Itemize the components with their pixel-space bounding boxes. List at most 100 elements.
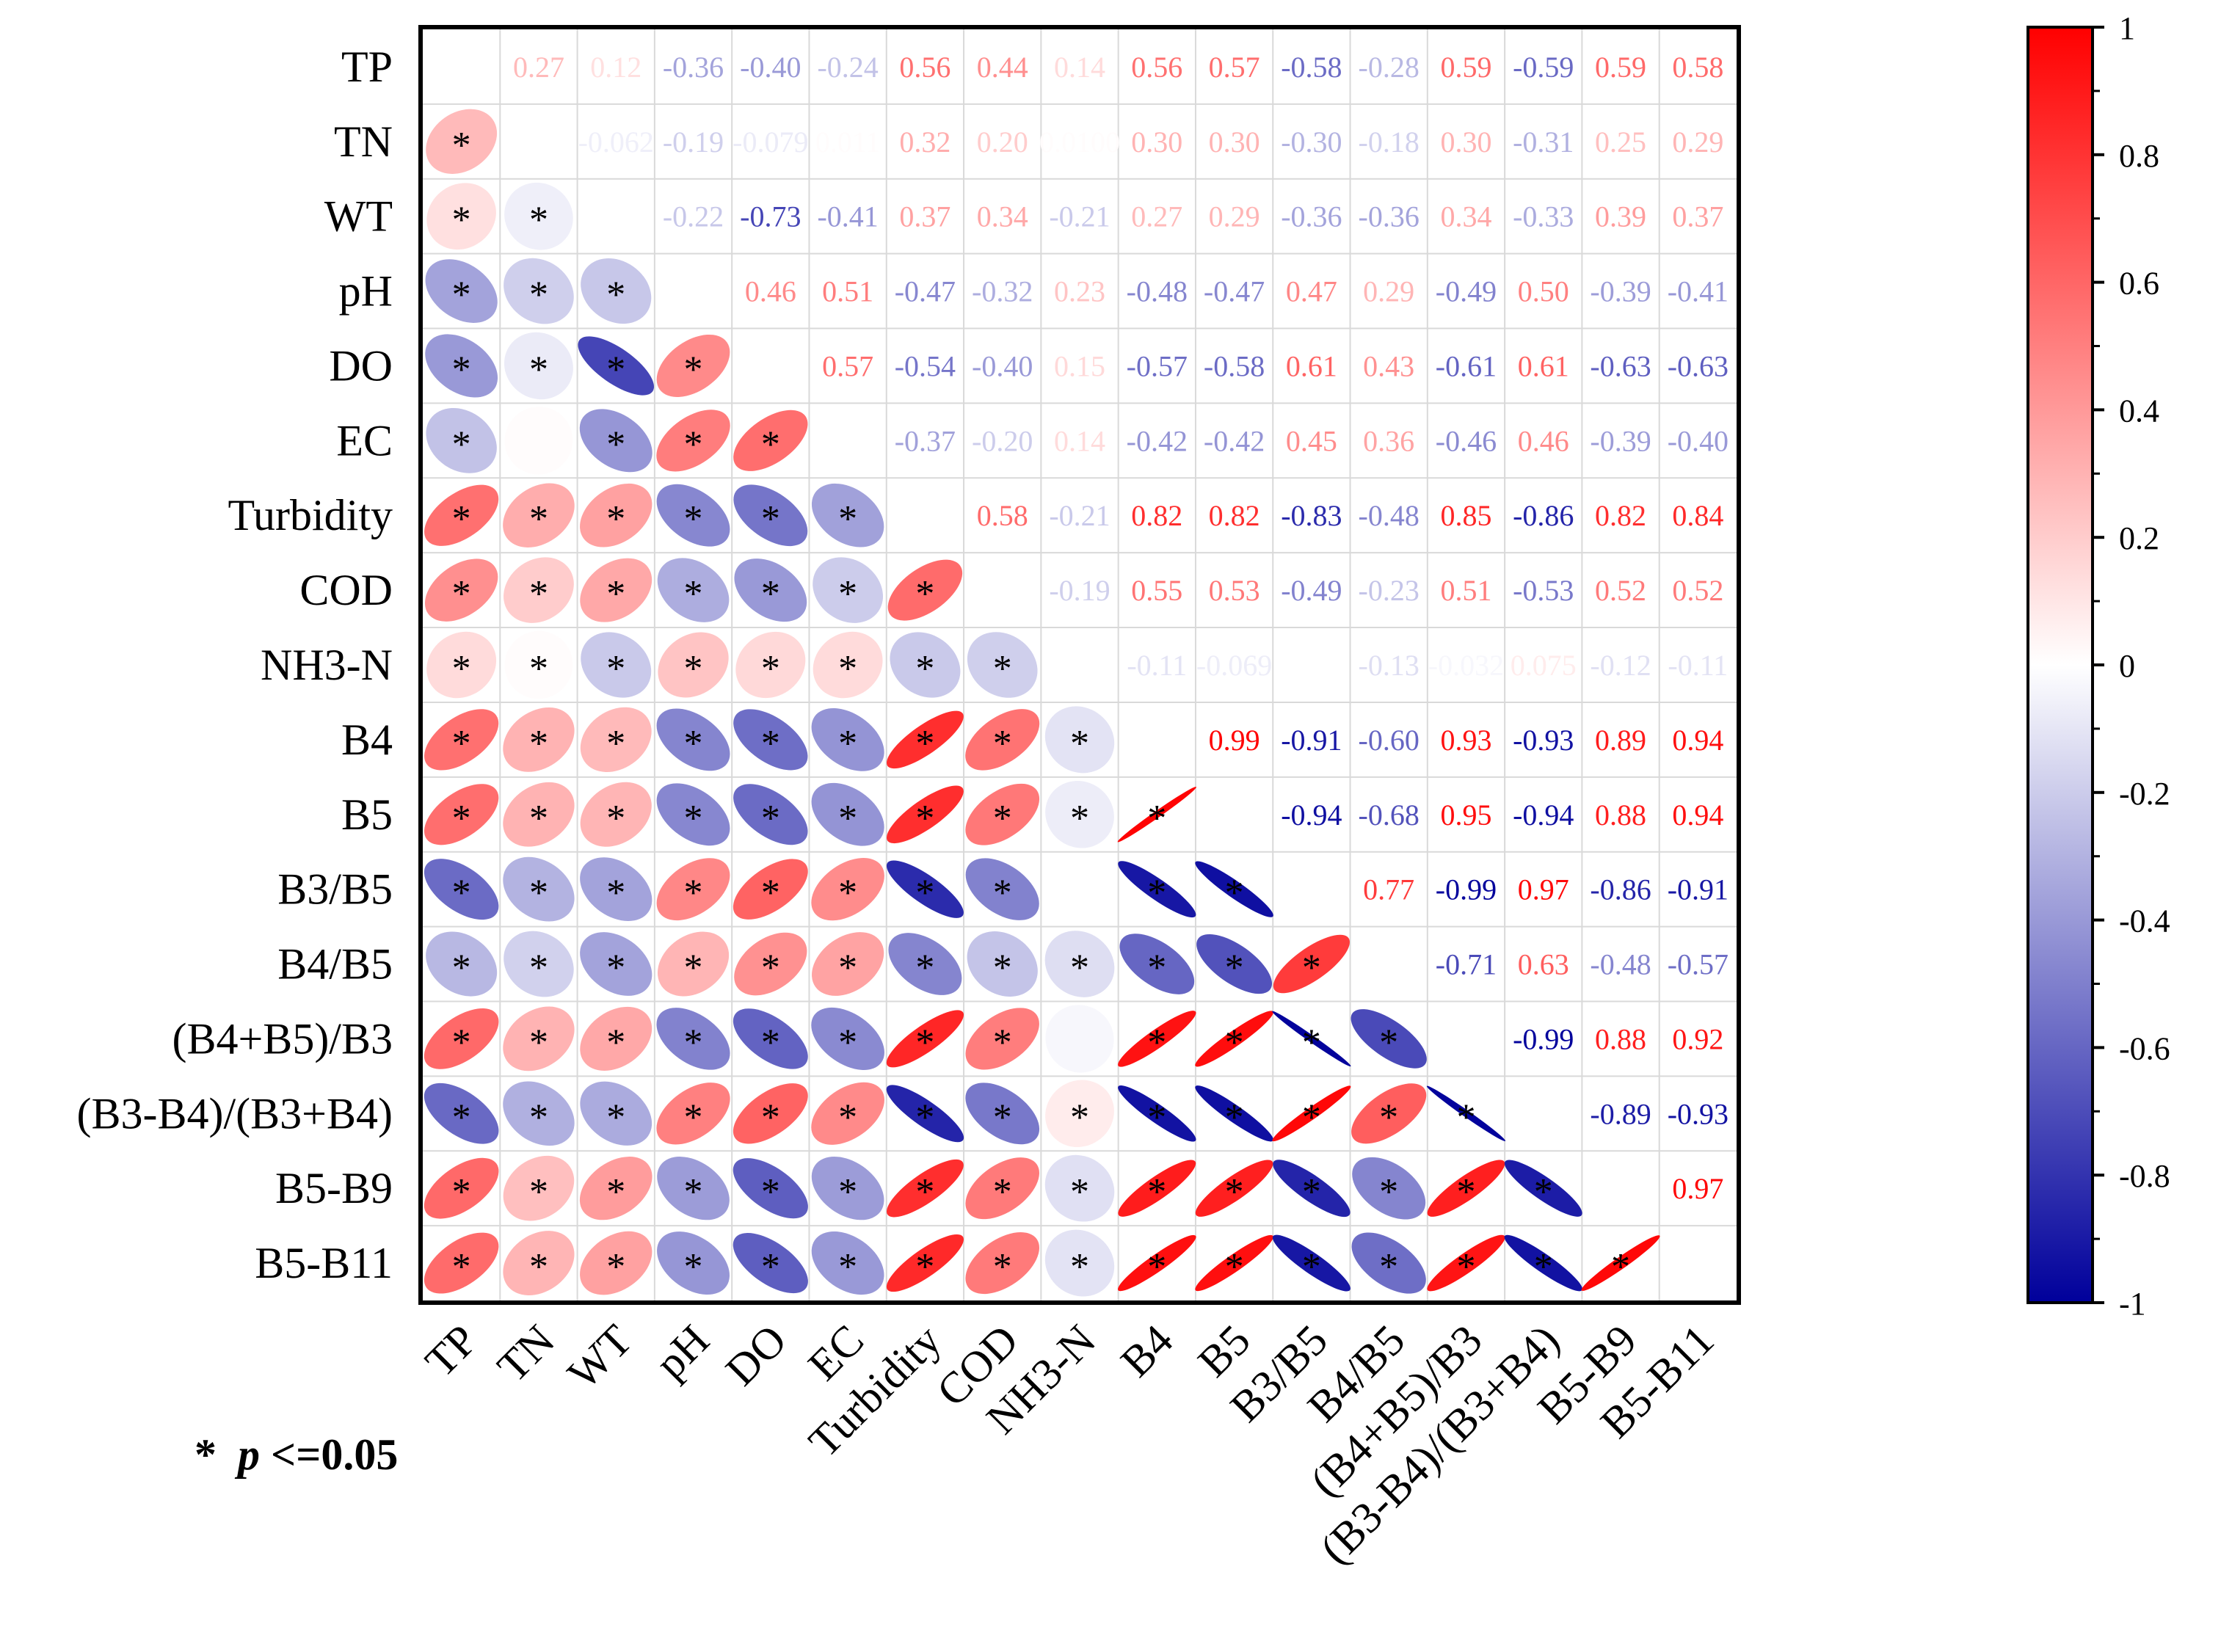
corr-value-COD-(B3-B4)/(B3+B4): -0.53	[1513, 574, 1574, 607]
significance-star: *	[915, 648, 934, 690]
corr-value-TP-B4/B5: -0.28	[1359, 51, 1420, 84]
corr-ellipse-COD-pH	[657, 558, 730, 622]
corr-ellipse-B5-B9-B5	[1195, 1160, 1273, 1217]
column-label: TP	[416, 1316, 487, 1386]
row-label: (B3-B4)/(B3+B4)	[77, 1089, 393, 1138]
corr-value-EC-(B3-B4)/(B3+B4): 0.46	[1518, 424, 1569, 457]
corr-ellipse-B4-WT	[580, 707, 652, 773]
significance-star: *	[1302, 1096, 1321, 1138]
corr-ellipse-EC-WT	[579, 409, 653, 473]
significance-star: *	[529, 1096, 548, 1138]
colorbar-tick-label: -0.4	[2119, 903, 2170, 939]
corr-ellipse-(B4+B5)/B3-Turbidity	[886, 1010, 964, 1068]
corr-ellipse-B5-B9-B4	[1118, 1160, 1196, 1217]
colorbar-tick-label: -1	[2119, 1286, 2146, 1322]
corr-value-pH-B5: -0.47	[1204, 275, 1265, 308]
corr-ellipse-B4-NH3-N	[1044, 706, 1115, 774]
column-label: WT	[559, 1316, 641, 1399]
row-label: B4/B5	[277, 940, 393, 989]
corr-ellipse-(B3-B4)/(B3+B4)-DO	[733, 1083, 808, 1144]
corr-value-B3/B5-(B3-B4)/(B3+B4): 0.97	[1518, 873, 1569, 906]
corr-ellipse-EC-TN	[504, 407, 573, 475]
row-label: TP	[341, 43, 393, 91]
significance-star: *	[993, 798, 1012, 840]
corr-value-pH-NH3-N: 0.23	[1054, 275, 1105, 308]
significance-star: *	[684, 1022, 703, 1063]
corr-ellipse-B3/B5-B4	[1118, 861, 1196, 918]
corr-value-(B4+B5)/B3-B5-B9: 0.88	[1595, 1022, 1646, 1055]
significance-star: *	[1225, 947, 1244, 989]
corr-value-pH-B4: -0.48	[1127, 275, 1188, 308]
significance-star: *	[838, 798, 857, 840]
corr-ellipse-NH3-N-Turbidity	[890, 632, 961, 698]
corr-value-B4/B5-B5-B11: -0.57	[1668, 948, 1729, 981]
plot-frame	[418, 25, 1741, 1305]
corr-ellipse-(B3-B4)/(B3+B4)-B4	[1118, 1085, 1196, 1142]
significance-star: *	[606, 498, 625, 540]
corr-value-NH3-N-B4/B5: -0.13	[1359, 649, 1420, 682]
corr-value-TP-B5-B11: 0.58	[1672, 51, 1723, 84]
corr-value-(B3-B4)/(B3+B4)-B5-B9: -0.89	[1590, 1097, 1651, 1130]
significance-star: *	[1225, 1246, 1244, 1288]
grid-layer	[423, 29, 1737, 1300]
corr-ellipse-DO-pH	[656, 334, 730, 397]
corr-ellipse-B5-B11-B5-B9	[1581, 1235, 1660, 1291]
corr-ellipse-B3/B5-EC	[811, 858, 884, 921]
corr-value-TP-NH3-N: 0.14	[1054, 51, 1105, 84]
corr-ellipse-(B4+B5)/B3-B3/B5	[1272, 1011, 1351, 1067]
corr-ellipse-(B3-B4)/(B3+B4)-COD	[965, 1082, 1040, 1145]
significance-star: *	[838, 1246, 857, 1288]
significance-star: *	[1225, 1171, 1244, 1213]
corr-value-EC-B3/B5: 0.45	[1286, 424, 1337, 457]
corr-value-WT-(B3-B4)/(B3+B4): -0.33	[1513, 200, 1574, 233]
corr-ellipse-(B3-B4)/(B3+B4)-Turbidity	[886, 1085, 964, 1143]
corr-value-TP-COD: 0.44	[977, 51, 1028, 84]
significance-star: *	[529, 1246, 548, 1288]
significance-star: *	[1147, 947, 1166, 989]
corr-value-pH-Turbidity: -0.47	[895, 275, 956, 308]
corr-value-TN-pH: -0.19	[663, 125, 724, 159]
significance-star: *	[838, 498, 857, 540]
significance-star: *	[1147, 798, 1166, 840]
significance-star: *	[529, 723, 548, 765]
corr-ellipse-EC-TP	[426, 407, 497, 473]
corr-value-B5-(B3-B4)/(B3+B4): -0.94	[1513, 798, 1574, 832]
corr-value-TN-COD: 0.20	[977, 125, 1028, 159]
row-label: B5-B11	[255, 1239, 393, 1287]
corr-value-EC-COD: -0.20	[972, 424, 1033, 457]
row-label: (B4+B5)/B3	[172, 1014, 393, 1063]
corr-value-B4/B5-(B3-B4)/(B3+B4): 0.63	[1518, 948, 1569, 981]
corr-ellipse-B5-B9-TN	[503, 1155, 575, 1221]
corr-ellipse-B4/B5-NH3-N	[1044, 931, 1115, 997]
significance-star: *	[452, 1096, 471, 1138]
corr-ellipse-NH3-N-DO	[735, 631, 806, 699]
significance-star: *	[761, 1171, 780, 1213]
corr-ellipse-TN-TP	[426, 109, 498, 174]
ellipse-layer: * * * * * * * * * * * * * * * * * * * * * * * * * * * * * * * * * * * * * * * *…	[424, 109, 1660, 1297]
corr-ellipse-B5-B11-NH3-N	[1044, 1229, 1115, 1297]
significance-star: *	[915, 947, 934, 989]
corr-value-B5-B4/B5: -0.68	[1359, 798, 1420, 832]
colorbar: 1 0.8 0.6 0.4 0.2 0 -0.2 -0.4 -0.6 -0.8 -1	[2026, 10, 2170, 1322]
corr-value-NH3-N-B4: -0.11	[1127, 649, 1187, 682]
corr-value-pH-B5-B11: -0.41	[1668, 275, 1729, 308]
row-label: NH3-N	[261, 641, 393, 689]
significance-star: *	[684, 873, 703, 914]
significance-star: *	[1534, 1171, 1553, 1213]
corr-ellipse-B5-B11-B5	[1195, 1234, 1273, 1292]
row-label: Turbidity	[228, 491, 393, 539]
corr-value-COD-B5: 0.53	[1209, 574, 1260, 607]
significance-star: *	[529, 349, 548, 390]
corr-value-B5-B5-B9: 0.88	[1595, 798, 1646, 832]
corr-value-WT-DO: -0.73	[740, 200, 801, 233]
corr-value-COD-B5-B9: 0.52	[1595, 574, 1646, 607]
corr-value-DO-B4: -0.57	[1127, 349, 1188, 382]
corr-value-TP-(B4+B5)/B3: 0.59	[1440, 51, 1491, 84]
colorbar-tick-label: 0	[2119, 648, 2135, 684]
significance-star: *	[915, 573, 934, 615]
significance-star: *	[529, 274, 548, 316]
corr-ellipse-(B4+B5)/B3-EC	[811, 1007, 884, 1070]
significance-star: *	[606, 423, 625, 465]
